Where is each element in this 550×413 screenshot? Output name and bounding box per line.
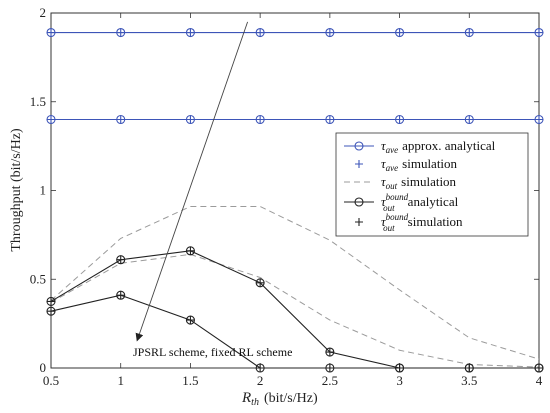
legend-markers [344,141,374,226]
y-tick-label: 1 [40,183,47,198]
series-fixed-black-plus [47,291,543,372]
legend-marker-circle [354,141,364,151]
data-point-plus [395,115,404,124]
series-line [50,253,540,368]
data-point-plus [325,348,334,357]
x-tick-label: 3 [396,373,403,388]
series-jpsrl-blue-plus [47,28,543,37]
legend-entry-4: τbound out analytical [381,192,459,213]
y-tick-labels: 0 0.5 1 1.5 2 [30,5,46,375]
data-point-plus [47,115,55,124]
data-point-plus [186,115,195,124]
data-point-plus [325,364,334,372]
data-point-plus [395,364,404,372]
y-tick-label: 0 [40,360,47,375]
x-tick-label: 0.5 [43,373,59,388]
x-axis-label: Rth (bit/s/Hz) [241,390,318,408]
data-point-plus [256,278,265,287]
data-point-plus [47,307,55,316]
x-tick-label: 2.5 [322,373,338,388]
data-point-plus [465,115,474,124]
data-point-plus [116,28,125,37]
y-tick-label: 2 [40,5,47,20]
legend-entry-2: τave simulation [381,156,458,173]
legend-marker-plus [355,160,363,168]
x-tick-label: 4 [536,373,543,388]
data-point-plus [47,297,55,306]
data-point-plus [186,28,195,37]
x-tick-label: 1.5 [182,373,198,388]
data-point-plus [256,28,265,37]
data-point-plus [116,291,125,300]
y-tick-label: 1.5 [30,94,46,109]
data-point-plus [535,364,543,372]
x-tick-label: 3.5 [461,373,477,388]
data-point-plus [47,28,55,37]
series-group [46,27,544,373]
y-tick-label: 0.5 [30,271,46,286]
data-point-plus [465,28,474,37]
x-tick-labels: 0.5 1 1.5 2 2.5 3 3.5 4 [43,373,543,388]
series-fixed-gray-dashed [50,253,540,368]
data-point-plus [116,255,125,264]
x-tick-label: 2 [257,373,264,388]
data-point-plus [465,364,474,372]
x-tick-label: 1 [117,373,124,388]
legend-entry-5: τbound out simulation [381,212,463,233]
data-point-plus [116,115,125,124]
series-line [50,294,539,369]
data-point-plus [395,28,404,37]
legend-box [335,132,529,237]
data-point-plus [535,115,543,124]
y-axis-label: Throughput (bit/s/Hz) [9,128,24,252]
legend-entry-3: τout simulation [381,174,457,191]
legend-marker-circle [354,197,364,207]
data-point-plus [325,115,334,124]
data-point-plus [256,115,265,124]
data-point-plus [535,28,543,37]
legend-marker-plus [355,218,363,226]
series-jpsrl-gray-dashed [50,205,540,360]
annotation-text: JPSRL scheme, fixed RL scheme [133,345,292,359]
series-fixed-blue-plus [47,115,543,124]
legend: τave approx. analytical τave simulation τo… [335,132,529,237]
data-point-plus [325,28,334,37]
legend-entry-1: τave approx. analytical [381,138,496,155]
series-line [50,205,540,360]
annotation-arrow [135,21,249,342]
data-point-plus [186,316,195,325]
data-point-plus [186,246,195,255]
data-point-plus [256,364,265,372]
